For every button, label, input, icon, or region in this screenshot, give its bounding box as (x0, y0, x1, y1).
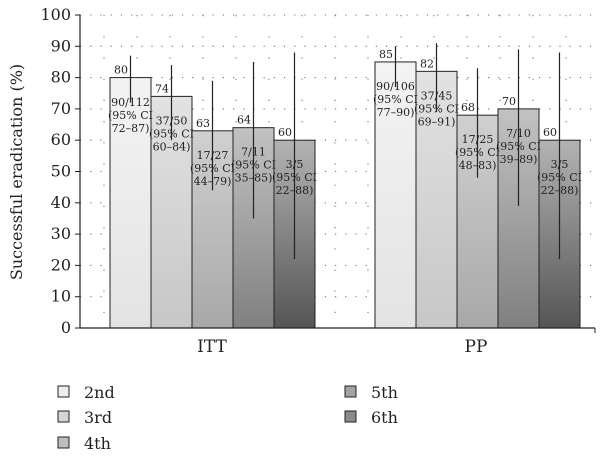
legend-label: 3rd (84, 408, 112, 427)
ci-annotation: 44–79) (194, 175, 232, 188)
ci-annotation: 37/45 (421, 90, 453, 103)
y-tick-label: 10 (51, 287, 71, 306)
y-axis-label: Successful eradication (%) (7, 64, 26, 280)
ci-annotation: 72–87) (112, 122, 150, 135)
axes: 0 10 20 30 40 50 60 70 80 90 100 ITT PP (40, 5, 596, 357)
legend: 2nd 3rd 4th 5th 6th (57, 383, 398, 453)
ci-annotation: 7/10 (506, 127, 531, 140)
ci-annotation: 60–84) (153, 141, 191, 154)
ci-annotation: (95% CI (108, 109, 153, 122)
legend-swatch (57, 385, 70, 398)
legend-swatch (57, 436, 70, 449)
ci-annotation: (95% CI (190, 162, 235, 175)
error-bars (129, 43, 561, 260)
ci-annotation: (95% CI (272, 171, 317, 184)
ci-annotation: (95% CI (231, 159, 276, 172)
data-label: 60 (278, 126, 292, 139)
data-label: 80 (114, 64, 128, 77)
data-label: 70 (502, 95, 516, 108)
ci-annotation: 22–88) (541, 184, 579, 197)
ci-annotation: 37/50 (156, 115, 188, 128)
ci-annotation: 17/27 (197, 149, 229, 162)
y-tick-label: 90 (51, 36, 71, 55)
ci-annotation: 17/25 (462, 133, 494, 146)
data-label: 64 (237, 114, 251, 127)
x-category-label: ITT (197, 337, 227, 357)
y-tick-label: 20 (51, 255, 71, 274)
y-tick-label: 80 (51, 68, 71, 87)
y-tick-label: 0 (61, 318, 71, 337)
ci-annotation: 7/11 (241, 146, 266, 159)
data-label: 60 (543, 126, 557, 139)
legend-swatch (344, 385, 357, 398)
ci-annotation: (95% CI (373, 93, 418, 106)
legend-label: 6th (371, 408, 398, 427)
ci-annotation: (95% CI (414, 103, 459, 116)
y-tick-label: 60 (51, 130, 71, 149)
y-tick-label: 70 (51, 99, 71, 118)
y-tick-label: 30 (51, 224, 71, 243)
legend-label: 5th (371, 383, 398, 402)
ci-annotation: 35–85) (235, 172, 273, 185)
legend-label: 4th (84, 434, 111, 453)
ci-annotation: 77–90) (377, 106, 415, 119)
data-label: 85 (379, 48, 393, 61)
ci-annotation: 39–89) (500, 153, 538, 166)
ci-annotation: (95% CI (149, 128, 194, 141)
ci-annotation: 69–91) (418, 116, 456, 129)
data-label: 68 (461, 101, 475, 114)
y-tick-label: 100 (40, 5, 71, 24)
y-tick-label: 40 (51, 193, 71, 212)
data-label: 82 (420, 57, 434, 70)
ci-annotation: 48–83) (459, 159, 497, 172)
ci-annotation: 22–88) (276, 184, 314, 197)
legend-swatch (344, 410, 357, 423)
ci-annotation: 3/5 (551, 158, 569, 171)
x-category-label: PP (465, 337, 488, 357)
ci-annotation: 3/5 (286, 158, 304, 171)
legend-label: 2nd (84, 383, 115, 402)
ci-annotation: (95% CI (496, 140, 541, 153)
ci-annotation: 90/112 (111, 96, 150, 109)
ci-annotation: 90/106 (376, 80, 415, 93)
ci-annotation: (95% CI (537, 171, 582, 184)
y-tick-label: 50 (51, 162, 71, 181)
bar-itt-2nd (109, 77, 152, 329)
data-label: 63 (196, 117, 210, 130)
legend-swatch (57, 410, 70, 423)
data-label: 74 (155, 82, 169, 95)
ci-annotation: (95% CI (455, 146, 500, 159)
